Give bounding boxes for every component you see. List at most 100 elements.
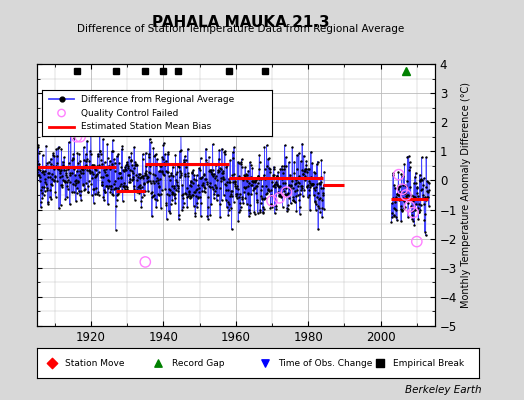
Point — [177, 127, 185, 133]
Point — [395, 172, 403, 178]
Point — [287, 182, 296, 188]
Point — [82, 180, 90, 186]
Point — [292, 180, 300, 186]
Point — [99, 174, 107, 180]
Point — [309, 180, 318, 187]
Point — [133, 186, 141, 193]
Point — [400, 204, 409, 210]
Point — [398, 208, 407, 214]
Point — [206, 168, 215, 175]
Point — [264, 186, 272, 192]
Point — [86, 148, 94, 154]
Point — [170, 195, 179, 202]
Point — [310, 185, 318, 191]
Point — [179, 195, 188, 201]
Point — [91, 166, 100, 173]
Point — [138, 183, 146, 190]
Point — [423, 194, 432, 200]
Point — [72, 177, 80, 183]
Point — [56, 170, 64, 176]
Point — [227, 191, 235, 197]
Point — [305, 166, 313, 172]
Point — [188, 170, 196, 176]
Point — [41, 168, 49, 174]
Point — [406, 193, 414, 200]
Point — [39, 152, 47, 158]
Point — [233, 183, 242, 190]
Point — [96, 151, 105, 158]
Point — [122, 183, 130, 190]
Point — [137, 194, 146, 200]
Point — [425, 180, 433, 186]
Point — [257, 187, 265, 193]
Point — [227, 226, 236, 232]
Point — [234, 173, 243, 180]
Point — [42, 184, 51, 191]
Point — [247, 191, 256, 197]
Point — [399, 198, 408, 205]
Point — [118, 187, 126, 193]
Point — [205, 166, 214, 173]
Point — [141, 259, 149, 265]
Point — [61, 177, 69, 184]
Point — [405, 167, 413, 174]
Point — [143, 175, 151, 181]
Point — [152, 162, 161, 168]
Point — [402, 192, 411, 199]
Point — [287, 182, 295, 189]
Point — [257, 193, 266, 199]
Point — [244, 190, 252, 197]
Point — [144, 188, 152, 194]
Text: Empirical Break: Empirical Break — [393, 358, 464, 368]
Point — [177, 170, 185, 177]
Point — [80, 187, 89, 194]
Point — [185, 190, 193, 197]
Point — [56, 202, 64, 208]
Point — [213, 177, 222, 183]
Point — [199, 182, 207, 188]
Point — [283, 205, 291, 212]
Point — [396, 203, 405, 210]
Point — [97, 182, 106, 188]
Point — [282, 191, 291, 197]
Point — [203, 212, 212, 219]
Point — [269, 174, 277, 180]
Point — [229, 155, 237, 162]
Point — [119, 168, 128, 174]
Point — [274, 188, 282, 195]
Point — [69, 181, 78, 188]
Point — [287, 200, 295, 206]
Point — [282, 189, 291, 195]
Point — [168, 197, 177, 204]
Point — [261, 176, 269, 182]
Point — [400, 161, 409, 168]
Point — [393, 191, 401, 198]
Point — [272, 206, 280, 212]
Point — [44, 174, 52, 180]
Point — [119, 182, 128, 189]
Point — [132, 161, 140, 168]
Point — [70, 135, 79, 141]
Point — [248, 176, 257, 182]
Point — [281, 190, 289, 197]
Point — [129, 176, 137, 182]
Point — [136, 171, 144, 178]
Point — [52, 163, 60, 169]
Point — [294, 179, 302, 186]
Point — [166, 210, 174, 216]
Point — [139, 173, 147, 179]
Point — [420, 216, 429, 223]
Point — [268, 174, 276, 181]
Point — [313, 194, 321, 200]
Point — [157, 163, 166, 170]
Point — [183, 170, 192, 176]
Point — [102, 166, 110, 172]
Point — [117, 163, 126, 170]
Point — [197, 175, 205, 182]
Point — [187, 194, 195, 200]
Point — [248, 165, 257, 171]
Point — [176, 168, 184, 174]
Point — [130, 196, 139, 203]
Point — [95, 162, 104, 168]
Point — [191, 186, 200, 193]
